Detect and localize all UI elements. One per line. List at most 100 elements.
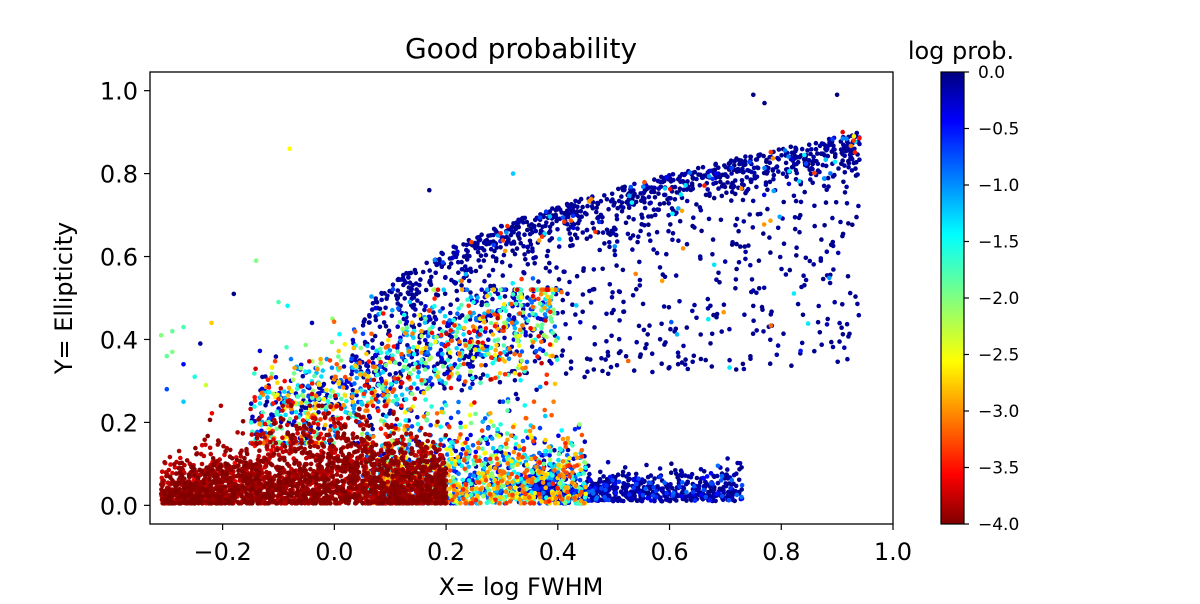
scatter-point — [765, 187, 770, 192]
scatter-point — [517, 497, 523, 502]
scatter-point — [383, 403, 389, 409]
scatter-point — [496, 434, 502, 439]
scatter-point — [370, 403, 376, 409]
scatter-point — [580, 292, 586, 297]
scatter-point — [266, 385, 272, 390]
scatter-point — [662, 186, 668, 191]
scatter-point — [750, 288, 756, 293]
scatter-point — [471, 461, 477, 467]
scatter-point — [578, 467, 583, 473]
scatter-point — [729, 189, 735, 195]
scatter-point — [559, 289, 564, 295]
scatter-point — [559, 497, 565, 502]
scatter-point — [510, 424, 516, 430]
scatter-point — [370, 355, 376, 361]
scatter-point — [422, 307, 427, 313]
scatter-point — [646, 222, 651, 227]
scatter-point — [736, 477, 742, 483]
scatter-point — [644, 462, 649, 468]
scatter-point — [851, 138, 856, 143]
scatter-point — [749, 177, 754, 182]
scatter-point — [332, 424, 338, 429]
scatter-point — [395, 288, 401, 293]
scatter-point — [579, 454, 585, 459]
scatter-point — [508, 232, 514, 238]
scatter-point — [423, 304, 428, 309]
scatter-point — [493, 497, 498, 503]
scatter-point — [642, 205, 648, 211]
scatter-point — [621, 309, 627, 314]
scatter-point — [537, 450, 542, 456]
scatter-point — [448, 385, 454, 391]
scatter-point — [415, 421, 421, 427]
scatter-point — [547, 209, 553, 214]
scatter-point — [411, 335, 416, 341]
scatter-point — [825, 316, 830, 322]
scatter-point — [632, 181, 637, 187]
scatter-point — [417, 340, 422, 345]
scatter-point — [354, 389, 359, 394]
scatter-point — [844, 136, 849, 142]
scatter-point — [700, 175, 706, 180]
scatter-point — [370, 360, 376, 366]
scatter-point — [835, 359, 840, 365]
scatter-point — [465, 314, 471, 319]
scatter-point — [516, 220, 521, 226]
scatter-point — [541, 465, 546, 471]
scatter-point — [539, 339, 544, 345]
scatter-point — [600, 266, 605, 272]
scatter-point — [543, 265, 549, 271]
scatter-point — [493, 357, 498, 363]
scatter-point — [418, 277, 423, 282]
scatter-point — [412, 267, 418, 273]
scatter-point — [458, 325, 463, 330]
scatter-point — [576, 472, 581, 477]
scatter-point — [826, 136, 832, 142]
scatter-point — [406, 291, 412, 297]
scatter-point — [294, 386, 300, 392]
scatter-point — [680, 246, 686, 251]
scatter-point — [502, 335, 507, 341]
scatter-point — [438, 424, 444, 430]
scatter-point — [471, 328, 477, 334]
scatter-point — [771, 176, 776, 182]
scatter-point — [670, 172, 676, 177]
scatter-point — [419, 357, 425, 363]
scatter-point — [768, 250, 773, 255]
scatter-point — [655, 178, 661, 184]
scatter-point — [624, 485, 629, 490]
scatter-point — [362, 383, 368, 388]
scatter-point — [831, 146, 836, 152]
scatter-point — [459, 259, 464, 265]
scatter-point — [264, 399, 270, 405]
scatter-point — [542, 448, 548, 454]
scatter-point — [582, 374, 587, 380]
scatter-point — [431, 287, 436, 293]
scatter-point — [507, 485, 513, 491]
scatter-point — [729, 477, 735, 483]
scatter-point — [290, 377, 296, 383]
scatter-point — [450, 475, 456, 480]
scatter-point — [604, 311, 609, 317]
scatter-point — [736, 260, 742, 265]
scatter-point — [512, 351, 517, 357]
scatter-point — [504, 480, 510, 486]
scatter-point — [416, 290, 422, 295]
scatter-point — [854, 214, 859, 220]
scatter-point — [547, 342, 553, 347]
scatter-point — [706, 174, 712, 179]
scatter-point — [552, 501, 558, 506]
scatter-point — [710, 237, 716, 242]
scatter-point — [849, 168, 855, 173]
scatter-point — [668, 196, 673, 201]
scatter-point — [821, 183, 827, 189]
scatter-point — [412, 313, 417, 318]
scatter-point — [429, 404, 434, 409]
scatter-point — [805, 321, 811, 326]
scatter-point — [650, 369, 655, 375]
scatter-point — [708, 341, 713, 346]
scatter-point — [490, 360, 496, 366]
scatter-point — [546, 301, 552, 306]
scatter-point — [381, 320, 387, 325]
scatter-point — [328, 393, 333, 399]
